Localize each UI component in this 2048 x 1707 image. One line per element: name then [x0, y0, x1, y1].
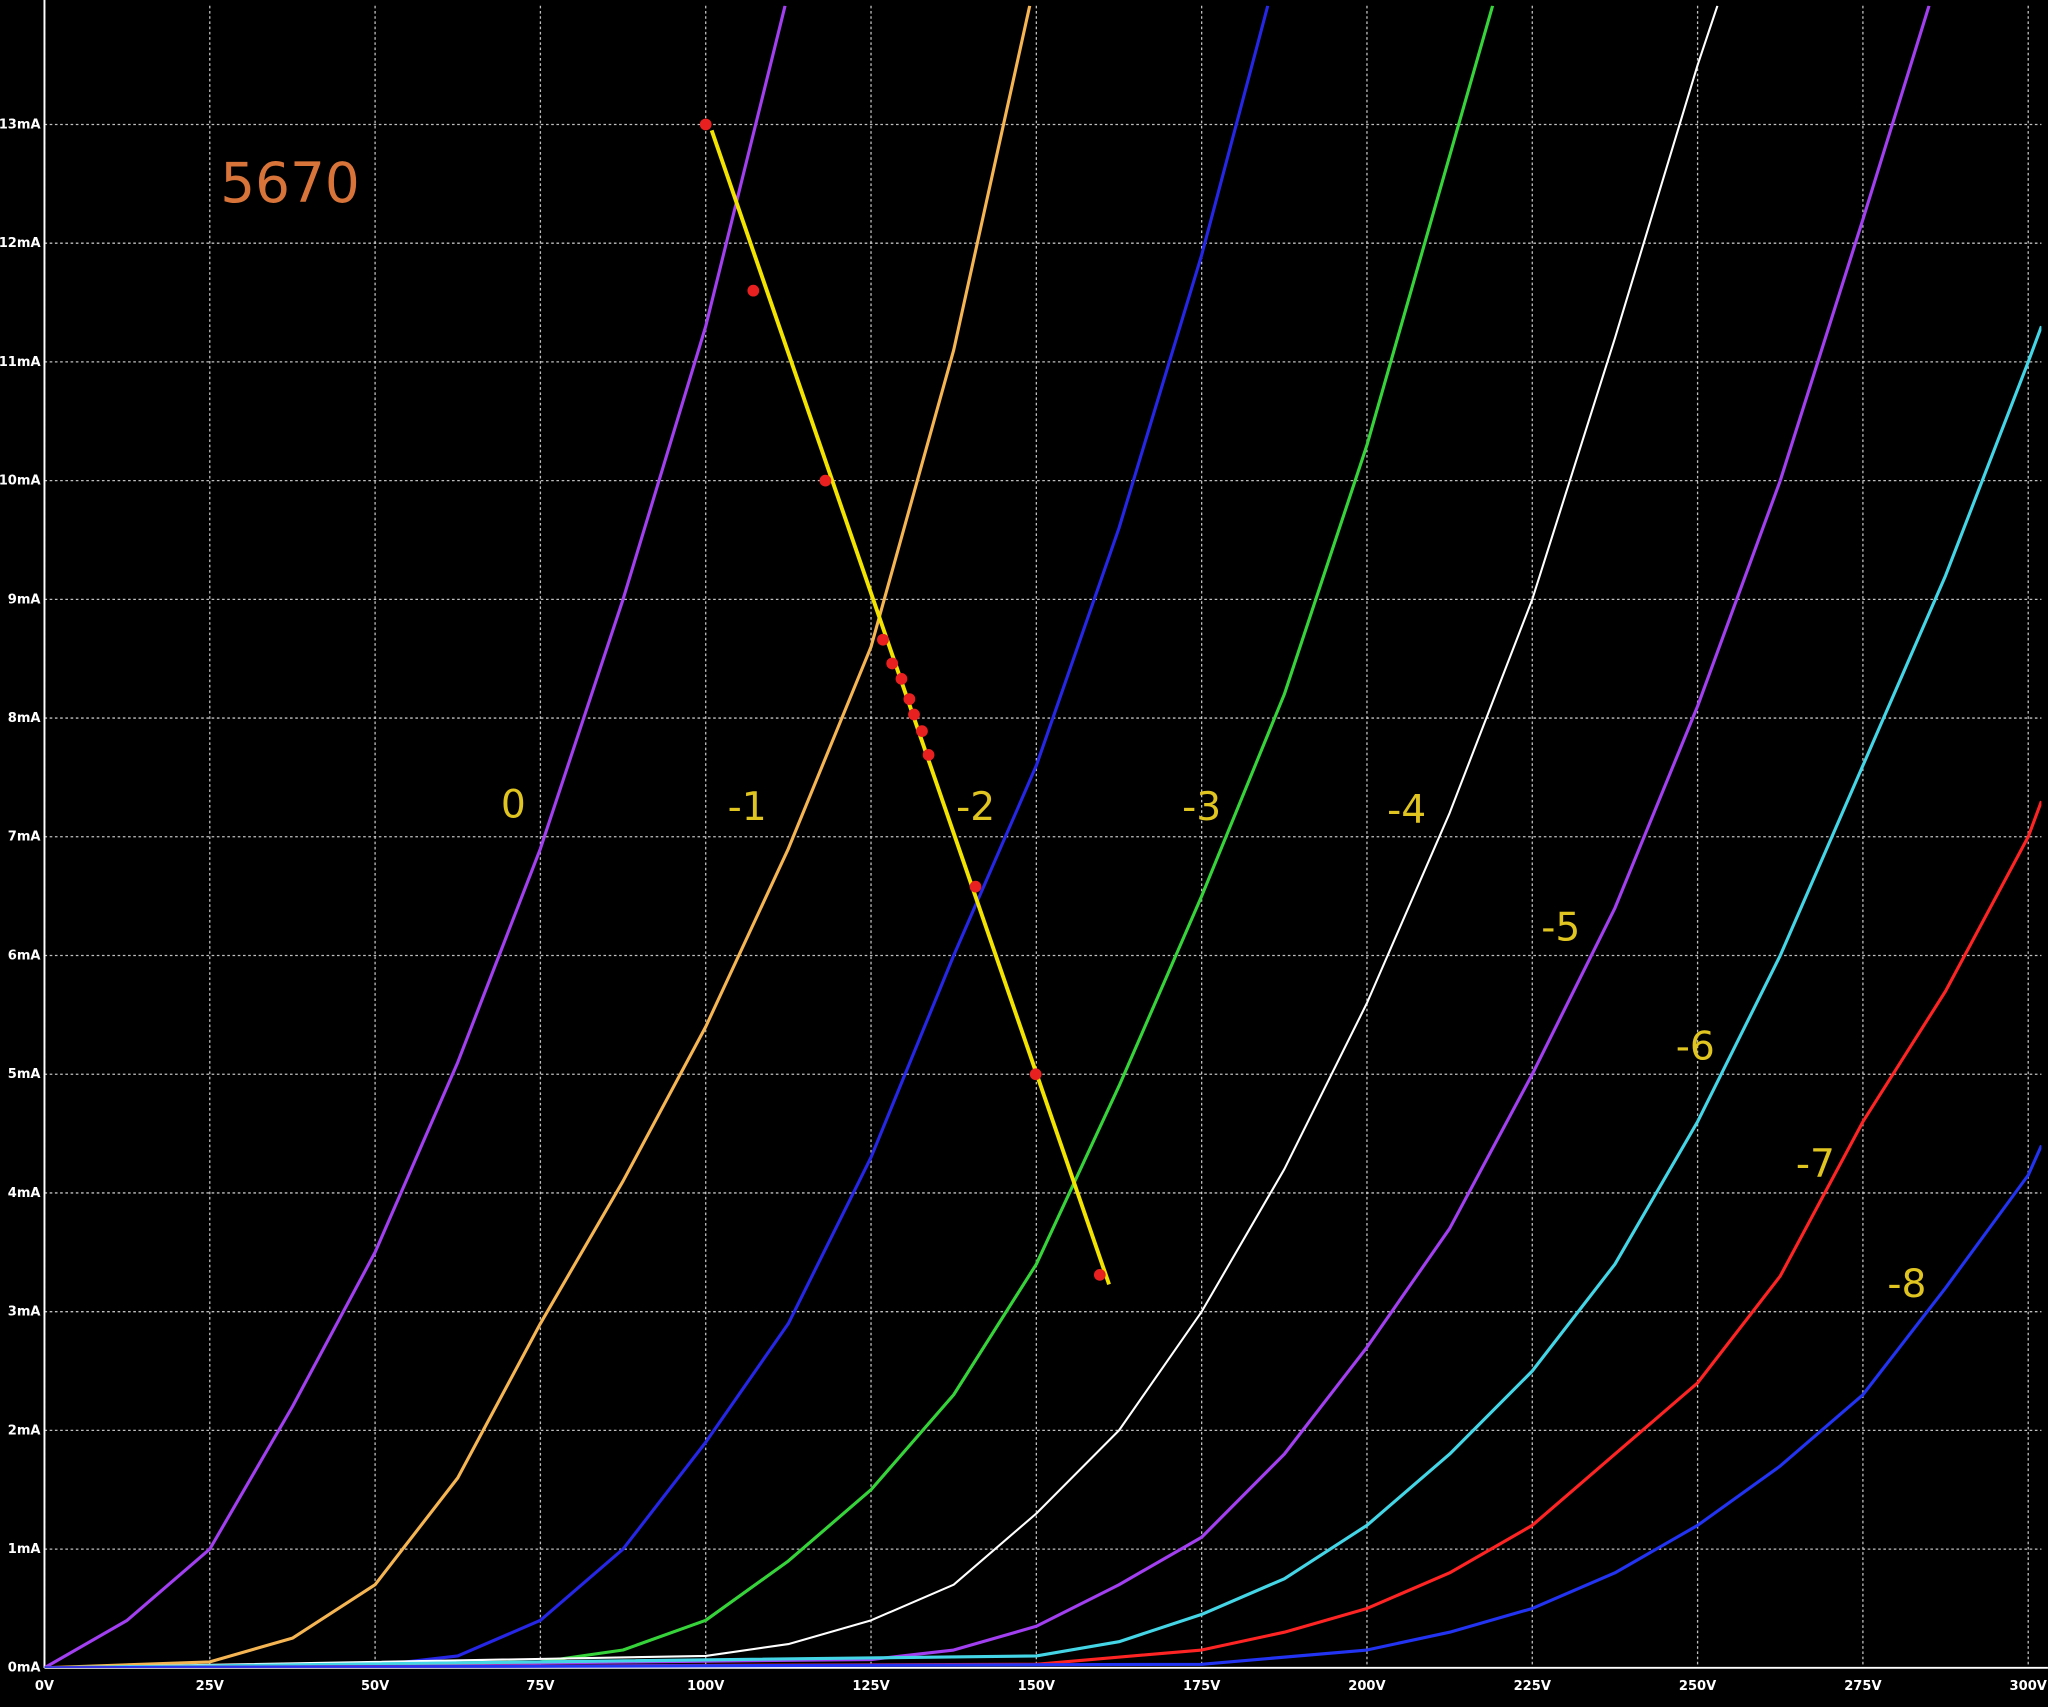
curve: [44, 5, 1495, 1668]
curve: [44, 325, 2042, 1668]
y-tick-label: 2mA: [8, 1423, 42, 1438]
y-tick-label: 10mA: [0, 474, 41, 489]
curve-label: -4: [1387, 788, 1426, 833]
x-tick-label: 250V: [1679, 1679, 1717, 1694]
plot: [44, 5, 2042, 1668]
curve-label: -3: [1182, 785, 1221, 830]
curve: [44, 5, 787, 1668]
load-point: [1093, 1268, 1106, 1281]
curve-label: -6: [1676, 1024, 1715, 1069]
load-point: [969, 880, 982, 893]
y-tick-label: 5mA: [8, 1067, 42, 1082]
y-tick-label: 0mA: [8, 1661, 42, 1676]
x-tick-label: 225V: [1514, 1679, 1552, 1694]
load-point: [1029, 1068, 1042, 1081]
chart-title: 5670: [220, 151, 360, 215]
load-point: [903, 693, 916, 705]
y-tick-label: 12mA: [0, 236, 41, 251]
x-tick-label: 50V: [361, 1679, 390, 1694]
y-tick-label: 4mA: [8, 1186, 42, 1201]
y-tick-label: 3mA: [8, 1305, 42, 1320]
curve-label: -7: [1796, 1142, 1835, 1187]
x-tick-label: 0V: [35, 1679, 55, 1694]
x-tick-label: 150V: [1018, 1679, 1056, 1694]
curve: [44, 1144, 2042, 1668]
x-tick-label: 100V: [687, 1679, 725, 1694]
curve: [44, 5, 1931, 1668]
curve-label: -8: [1887, 1262, 1926, 1307]
curve-label: -5: [1541, 905, 1580, 950]
load-point: [699, 118, 712, 131]
load-point: [877, 633, 889, 646]
x-tick-label: 75V: [526, 1679, 555, 1694]
x-tick-label: 200V: [1348, 1679, 1386, 1694]
curve: [44, 5, 1270, 1668]
x-tick-label: 125V: [852, 1679, 890, 1694]
x-tick-label: 275V: [1844, 1679, 1882, 1694]
curve: [44, 800, 2042, 1668]
x-tick-label: 175V: [1183, 1679, 1221, 1694]
load-point: [908, 708, 920, 721]
y-tick-label: 6mA: [8, 948, 42, 963]
load-point: [916, 725, 928, 737]
y-tick-label: 13mA: [0, 117, 41, 132]
load-point: [895, 673, 908, 685]
load-point: [819, 474, 832, 487]
curve-label: -1: [728, 785, 767, 830]
y-tick-label: 9mA: [8, 592, 42, 607]
curve: [44, 5, 1032, 1668]
load-point: [922, 748, 935, 761]
y-tick-label: 11mA: [0, 355, 41, 370]
curve-label: -2: [956, 785, 995, 830]
y-tick-label: 1mA: [8, 1542, 42, 1557]
load-point: [886, 657, 899, 670]
curve-label: 0: [501, 783, 526, 828]
load-line: [709, 129, 1111, 1285]
y-tick-label: 7mA: [8, 830, 42, 845]
x-tick-label: 300V: [2010, 1679, 2048, 1694]
load-point: [747, 284, 760, 297]
curve: [44, 5, 1719, 1668]
y-tick-label: 8mA: [8, 711, 42, 726]
x-tick-label: 25V: [196, 1679, 225, 1694]
